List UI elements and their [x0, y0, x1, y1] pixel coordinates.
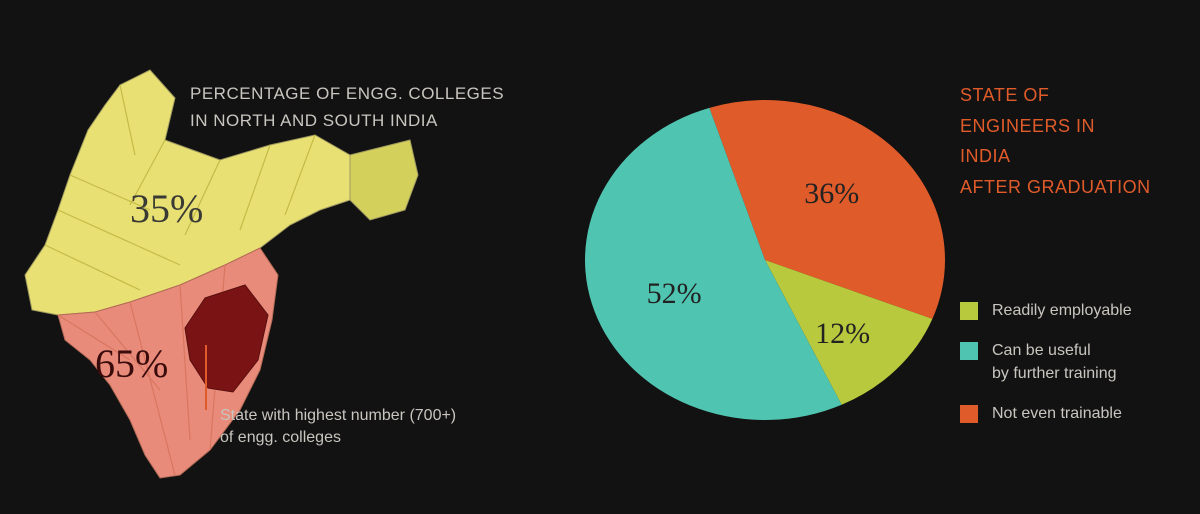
- legend-item-not-trainable: Not even trainable: [960, 403, 1132, 425]
- pie-title: STATE OF ENGINEERS IN INDIA AFTER GRADUA…: [960, 80, 1151, 202]
- legend-text-not-trainable: Not even trainable: [992, 403, 1122, 425]
- pie-svg: [580, 75, 950, 445]
- pie-label-trainable: 52%: [647, 277, 702, 311]
- callout-box: State with highest number (700+) of engg…: [220, 405, 500, 450]
- legend-text-trainable: Can be usefulby further training: [992, 340, 1117, 385]
- south-pct-label: 65%: [95, 340, 168, 387]
- pie-title-l4: AFTER GRADUATION: [960, 172, 1151, 203]
- swatch-trainable: [960, 342, 978, 360]
- callout-l1: State with highest number (700+): [220, 405, 500, 427]
- pie-chart: [580, 75, 950, 445]
- swatch-employable: [960, 302, 978, 320]
- callout-pointer: [205, 345, 207, 410]
- northeast-region: [350, 140, 418, 220]
- pie-title-l3: INDIA: [960, 141, 1151, 172]
- callout-l2: of engg. colleges: [220, 427, 500, 449]
- pie-label-employable: 12%: [815, 317, 870, 351]
- legend-item-trainable: Can be usefulby further training: [960, 340, 1132, 385]
- north-pct-label: 35%: [130, 185, 203, 232]
- legend: Readily employable Can be usefulby furth…: [960, 300, 1132, 444]
- pie-label-not-trainable: 36%: [804, 177, 859, 211]
- swatch-not-trainable: [960, 405, 978, 423]
- legend-item-employable: Readily employable: [960, 300, 1132, 322]
- legend-text-employable: Readily employable: [992, 300, 1132, 322]
- pie-title-l1: STATE OF: [960, 80, 1151, 111]
- pie-title-l2: ENGINEERS IN: [960, 111, 1151, 142]
